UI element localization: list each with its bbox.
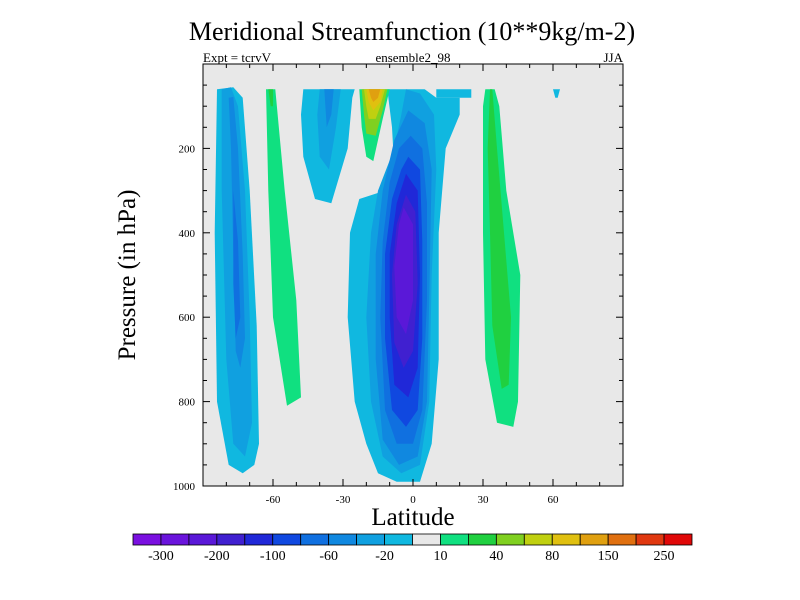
x-tick-label: 30	[478, 494, 490, 506]
contour-cell-mid-upper-core2	[324, 89, 334, 128]
colorbar-label: 150	[598, 549, 619, 564]
y-tick-label: 200	[179, 143, 196, 155]
subtitle-right: JJA	[603, 50, 623, 65]
colorbar-swatch	[272, 533, 302, 546]
contour-cell-mid-upper-core	[317, 89, 341, 170]
colorbar-swatch	[467, 533, 497, 546]
contour-cell-ferrel-upper-core	[368, 89, 381, 102]
contour-cell-north-small	[553, 89, 560, 98]
x-axis-label: Latitude	[371, 504, 454, 531]
plot-area	[203, 64, 623, 486]
chart-title: Meridional Streamfunction (10**9kg/m-2)	[189, 17, 635, 46]
x-tick-label: -60	[266, 494, 281, 506]
colorbar-swatch	[412, 533, 441, 546]
colorbar-swatch	[579, 533, 609, 546]
contour-cell-south-center	[233, 190, 241, 339]
colorbar-swatch	[551, 533, 581, 546]
colorbar-swatch	[132, 533, 162, 546]
axes: -60 -30 0 30 60 200 400 600 800 1000	[173, 63, 624, 506]
contour-cell-hadley-core	[394, 207, 413, 335]
x-tick-label: 0	[410, 494, 416, 506]
contour-cell-green-south-inner	[268, 89, 273, 107]
colorbar-label: -60	[319, 549, 338, 564]
colorbar-swatch	[523, 533, 553, 546]
colorbar-swatch	[440, 533, 469, 546]
x-tick-label: -30	[336, 494, 351, 506]
colorbar-label: -100	[260, 549, 286, 564]
y-tick-label: 1000	[173, 481, 196, 493]
colorbar-label: 250	[654, 549, 675, 564]
colorbar-label: -300	[148, 549, 174, 564]
colorbar: -300 -200 -100 -60 -20 10 40 80 150 250	[132, 533, 693, 564]
y-tick-label: 600	[179, 312, 196, 324]
y-axis-label: Pressure (in hPa)	[114, 190, 141, 361]
contour-cell-north-upper	[436, 89, 472, 98]
colorbar-swatch	[300, 533, 330, 546]
colorbar-swatch	[244, 533, 274, 546]
colorbar-swatch	[384, 533, 413, 546]
colorbar-label: -20	[375, 549, 394, 564]
colorbar-label: -200	[204, 549, 230, 564]
colorbar-swatch	[188, 533, 218, 546]
colorbar-swatch	[356, 533, 385, 546]
colorbar-label: 40	[489, 549, 503, 564]
colorbar-label: 10	[433, 549, 447, 564]
subtitle-left: Expt = tcrvV	[203, 50, 272, 65]
colorbar-swatch	[328, 533, 357, 546]
colorbar-swatch	[607, 533, 637, 546]
colorbar-swatch	[160, 533, 190, 546]
contour-cell-green-south	[266, 89, 301, 406]
subtitle-center: ensemble2_98	[375, 50, 450, 65]
colorbar-swatch	[635, 533, 665, 546]
colorbar-swatch	[216, 533, 246, 546]
contour-cell-green-north-inner	[487, 89, 511, 389]
y-tick-label: 400	[179, 228, 196, 240]
colorbar-swatch	[663, 533, 693, 546]
colorbar-swatch	[495, 533, 525, 546]
colorbar-label: 80	[545, 549, 559, 564]
x-tick-label: 60	[548, 494, 560, 506]
y-tick-label: 800	[179, 397, 196, 409]
